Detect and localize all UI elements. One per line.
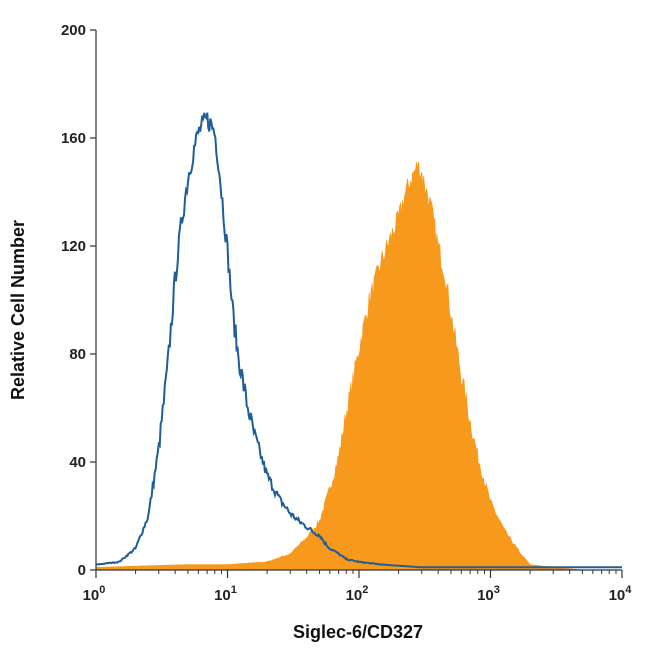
y-tick-label: 160 <box>61 130 86 147</box>
plot-area: 0 40 80 120 160 200 100 101 102 103 104 <box>61 22 632 604</box>
series-outline-histogram <box>95 112 622 569</box>
y-axis-title: Relative Cell Number <box>8 220 28 400</box>
series-filled-histogram <box>95 161 622 571</box>
y-tick-label: 200 <box>61 22 86 39</box>
y-axis-ticks: 0 40 80 120 160 200 <box>61 22 96 579</box>
x-tick-label: 101 <box>214 584 237 604</box>
x-axis-ticks: 100 101 102 103 104 <box>83 570 633 604</box>
x-tick-label: 103 <box>477 584 500 604</box>
y-tick-label: 0 <box>78 562 86 579</box>
x-tick-label: 100 <box>83 584 106 604</box>
y-tick-label: 80 <box>69 346 86 363</box>
x-axis-title: Siglec-6/CD327 <box>293 622 423 642</box>
y-tick-label: 40 <box>69 454 86 471</box>
y-tick-label: 120 <box>61 238 86 255</box>
x-tick-label: 104 <box>609 584 633 604</box>
x-tick-label: 102 <box>346 584 369 604</box>
series-layer <box>95 112 622 571</box>
